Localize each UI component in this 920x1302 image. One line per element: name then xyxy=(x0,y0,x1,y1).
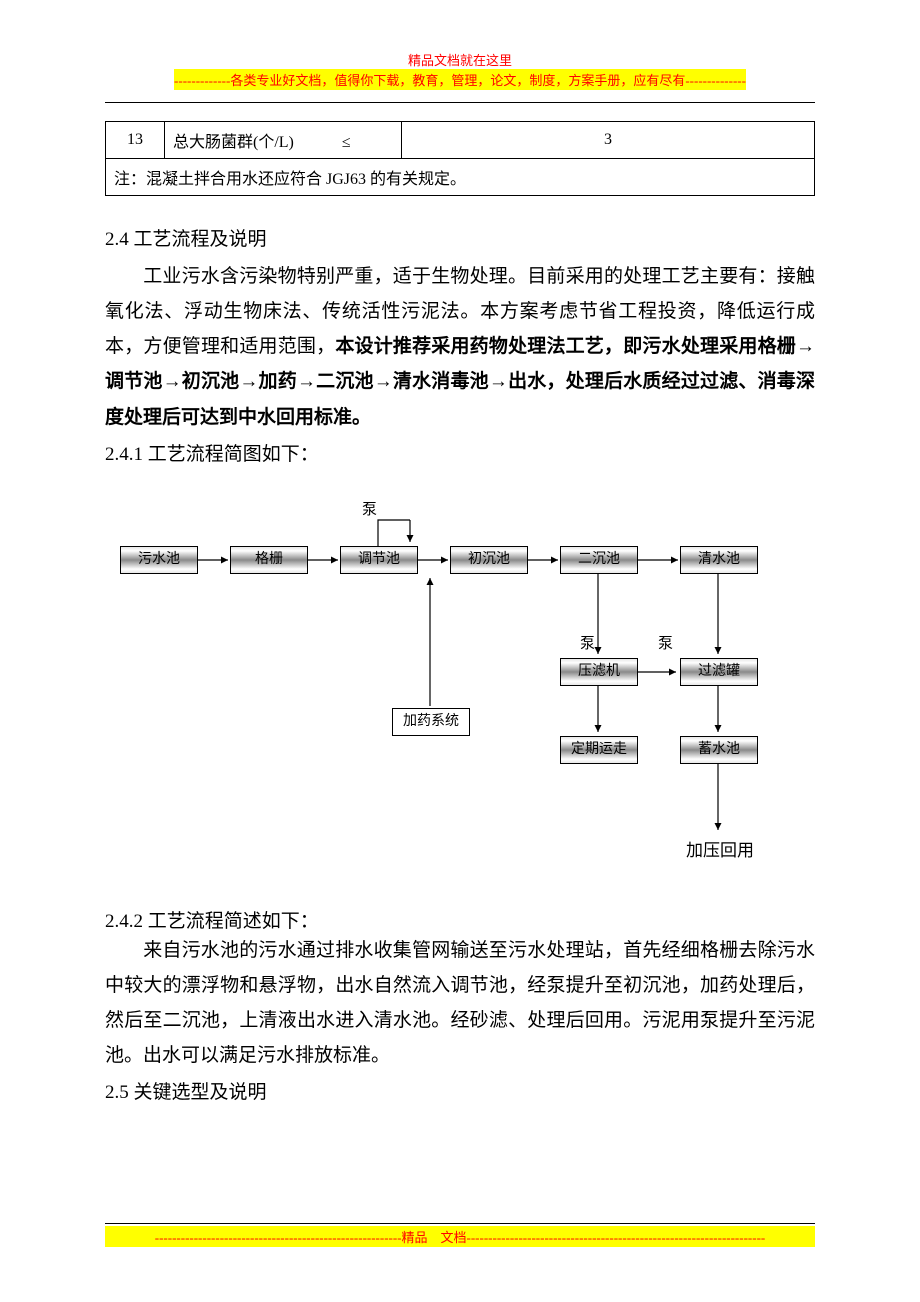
section-2-5-heading: 2.5 关键选型及说明 xyxy=(105,1077,815,1104)
node-filter-tank: 过滤罐 xyxy=(680,658,758,686)
pump-label-3: 泵 xyxy=(658,632,673,653)
node-dosing-system: 加药系统 xyxy=(392,708,470,736)
node-clear-water: 清水池 xyxy=(680,546,758,574)
page: 精品文档就在这里 -------------各类专业好文档，值得你下载，教育，管… xyxy=(0,0,920,1302)
node-sewage-tank: 污水池 xyxy=(120,546,198,574)
pump-label-1: 泵 xyxy=(362,498,377,519)
section-2-4-2-heading: 2.4.2 工艺流程简述如下： xyxy=(105,906,815,933)
content-area: 13 总大肠菌群(个/L) ≤ 3 注：混凝土拌合用水还应符合 JGJ63 的有… xyxy=(105,103,815,1104)
section-2-4-1-heading: 2.4.1 工艺流程简图如下： xyxy=(105,439,815,466)
footer-rule xyxy=(105,1223,815,1224)
node-grille: 格栅 xyxy=(230,546,308,574)
cell-name: 总大肠菌群(个/L) ≤ xyxy=(165,122,402,159)
page-footer: ----------------------------------------… xyxy=(105,1217,815,1247)
node-filter-press: 压滤机 xyxy=(560,658,638,686)
table-note-row: 注：混凝土拌合用水还应符合 JGJ63 的有关规定。 xyxy=(106,159,815,196)
pump-label-2: 泵 xyxy=(580,632,595,653)
process-flow-diagram: 泵 泵 泵 污水池 格栅 调节池 初沉池 二沉池 清水池 压滤机 过滤罐 加药系… xyxy=(110,486,810,886)
section-2-4-paragraph: 工业污水含污染物特别严重，适于生物处理。目前采用的处理工艺主要有：接触氧化法、浮… xyxy=(105,259,815,435)
outflow-label: 加压回用 xyxy=(686,836,754,861)
header-subtitle: -------------各类专业好文档，值得你下载，教育，管理，论文，制度，方… xyxy=(174,69,746,90)
spec-table: 13 总大肠菌群(个/L) ≤ 3 注：混凝土拌合用水还应符合 JGJ63 的有… xyxy=(105,121,815,196)
cell-index: 13 xyxy=(106,122,165,159)
node-storage-tank: 蓄水池 xyxy=(680,736,758,764)
page-header: 精品文档就在这里 -------------各类专业好文档，值得你下载，教育，管… xyxy=(105,50,815,90)
header-title: 精品文档就在这里 xyxy=(105,50,815,69)
table-row: 13 总大肠菌群(个/L) ≤ 3 xyxy=(106,122,815,159)
para-2-4-2: 来自污水池的污水通过排水收集管网输送至污水处理站，首先经细格栅去除污水中较大的漂… xyxy=(105,940,815,1066)
cell-note: 注：混凝土拌合用水还应符合 JGJ63 的有关规定。 xyxy=(106,159,815,196)
node-secondary-sed: 二沉池 xyxy=(560,546,638,574)
node-regulating-tank: 调节池 xyxy=(340,546,418,574)
footer-line: ----------------------------------------… xyxy=(105,1226,815,1247)
section-2-4-2-paragraph: 来自污水池的污水通过排水收集管网输送至污水处理站，首先经细格栅去除污水中较大的漂… xyxy=(105,933,815,1074)
node-regular-removal: 定期运走 xyxy=(560,736,638,764)
cell-value: 3 xyxy=(402,122,815,159)
node-primary-sed: 初沉池 xyxy=(450,546,528,574)
section-2-4-heading: 2.4 工艺流程及说明 xyxy=(105,224,815,251)
